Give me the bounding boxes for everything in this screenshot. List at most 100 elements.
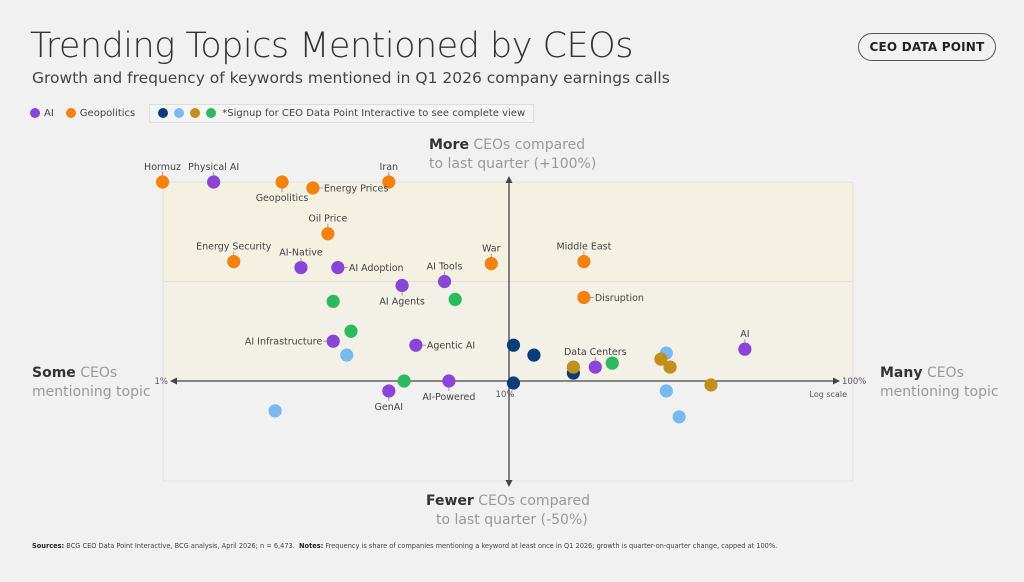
data-label: Disruption	[595, 293, 644, 304]
data-label: Data Centers	[564, 347, 627, 358]
data-label: AI Tools	[427, 262, 463, 273]
data-point	[738, 342, 752, 356]
x-tick-label: 10%	[496, 390, 515, 400]
quadrant-top-rest: CEOs compared	[473, 137, 586, 153]
data-point	[437, 274, 452, 289]
data-point	[409, 338, 423, 352]
data-label: AI	[740, 329, 749, 340]
data-point	[588, 360, 602, 374]
data-point	[577, 255, 591, 269]
data-point	[268, 404, 282, 418]
y-axis-arrow-down	[505, 480, 513, 487]
band-negative	[163, 381, 853, 481]
quadrant-label-bottom: Fewer CEOs compared to last quarter (-50…	[426, 492, 590, 530]
data-point	[294, 260, 308, 275]
data-point	[659, 346, 673, 360]
data-point	[448, 292, 462, 307]
quadrant-top-bold: More	[429, 137, 469, 153]
data-point	[577, 290, 591, 305]
sources-label: Sources:	[32, 542, 65, 550]
page-subtitle: Growth and frequency of keywords mention…	[32, 69, 670, 87]
quadrant-label-right: Many CEOs mentioning topic	[880, 364, 999, 402]
data-label: AI Agents	[379, 296, 424, 307]
legend-swatch-locked-navy	[158, 108, 169, 118]
data-point	[155, 175, 170, 189]
data-point	[566, 366, 580, 380]
data-label: Oil Price	[308, 214, 347, 225]
ceo-data-point-badge[interactable]: CEO DATA POINT	[858, 33, 996, 61]
footer: Sources: BCG CEO Data Point Interactive,…	[32, 542, 777, 550]
quadrant-right-rest: CEOs	[926, 365, 964, 381]
data-point	[659, 384, 673, 398]
data-label: Geopolitics	[256, 193, 309, 204]
data-point	[382, 384, 396, 398]
data-point	[506, 376, 521, 390]
data-point	[663, 360, 677, 374]
data-point	[566, 360, 580, 374]
legend: AI Geopolitics *Signup for CEO Data Poin…	[30, 103, 535, 123]
data-label: Energy Security	[196, 242, 272, 253]
quadrant-bottom-rest: CEOs compared	[478, 493, 590, 509]
data-point	[605, 356, 619, 370]
data-point	[382, 175, 396, 189]
quadrant-right-bold: Many	[880, 365, 923, 381]
data-point	[306, 181, 320, 195]
data-point	[321, 227, 335, 241]
quadrant-top-line2: to last quarter (+100%)	[429, 156, 597, 172]
data-label: AI Adoption	[349, 263, 404, 274]
data-label: Hormuz	[144, 162, 181, 173]
data-point	[654, 352, 668, 366]
legend-swatch-locked-lightblue	[174, 108, 185, 118]
quadrant-left-rest: CEOs	[80, 365, 118, 381]
quadrant-label-top: More CEOs compared to last quarter (+100…	[429, 136, 596, 174]
data-point	[344, 324, 358, 338]
quadrant-label-left: Some CEOs mentioning topic	[32, 364, 151, 402]
legend-label-geopolitics: Geopolitics	[79, 107, 136, 119]
locked-categories-notice[interactable]: *Signup for CEO Data Point Interactive t…	[149, 103, 535, 123]
notes-label: Notes:	[299, 542, 324, 550]
band-0	[163, 182, 853, 282]
x-axis-arrow-left	[170, 377, 177, 385]
data-point	[395, 278, 409, 293]
legend-swatch-geopolitics	[65, 108, 76, 118]
data-label: Agentic AI	[427, 341, 475, 352]
data-point	[704, 378, 718, 392]
quadrant-right-line2: mentioning topic	[880, 384, 999, 400]
legend-item-ai[interactable]: AI	[30, 108, 54, 119]
quadrant-bottom-bold: Fewer	[426, 493, 474, 509]
data-label: War	[482, 244, 501, 255]
quadrant-left-bold: Some	[32, 365, 76, 381]
quadrant-bottom-line2: to last quarter (-50%)	[436, 512, 588, 528]
y-axis-arrow-up	[505, 176, 513, 183]
sources-text: BCG CEO Data Point Interactive, BCG anal…	[66, 542, 295, 550]
quadrant-left-line2: mentioning topic	[32, 384, 151, 400]
data-label: Energy Prices	[324, 183, 388, 194]
data-point	[326, 334, 340, 348]
data-point	[506, 338, 521, 352]
data-point	[672, 410, 686, 424]
data-point	[326, 294, 340, 308]
data-label: GenAI	[375, 402, 404, 413]
data-label: AI Infrastructure	[245, 337, 322, 348]
data-label: Physical AI	[188, 162, 239, 173]
signup-note[interactable]: *Signup for CEO Data Point Interactive t…	[222, 107, 526, 119]
data-point	[442, 374, 456, 388]
data-label: Middle East	[556, 242, 611, 253]
data-point	[527, 348, 541, 362]
plot-frame	[162, 181, 854, 482]
x-axis-arrow-right	[833, 377, 840, 385]
legend-swatch-locked-gold	[190, 108, 201, 118]
legend-label-ai: AI	[44, 107, 54, 119]
legend-swatch-ai	[30, 108, 40, 118]
data-point	[331, 260, 345, 275]
page-title: Trending Topics Mentioned by CEOs	[30, 26, 633, 66]
data-point	[275, 175, 289, 189]
legend-item-geopolitics[interactable]: Geopolitics	[65, 107, 136, 119]
data-label: AI-Native	[279, 248, 323, 259]
data-point	[484, 256, 498, 271]
legend-swatch-locked-green	[206, 108, 217, 118]
notes-text: Frequency is share of companies mentioni…	[325, 542, 778, 550]
data-point	[397, 374, 411, 388]
data-point	[340, 348, 354, 362]
band-1	[163, 281, 853, 381]
